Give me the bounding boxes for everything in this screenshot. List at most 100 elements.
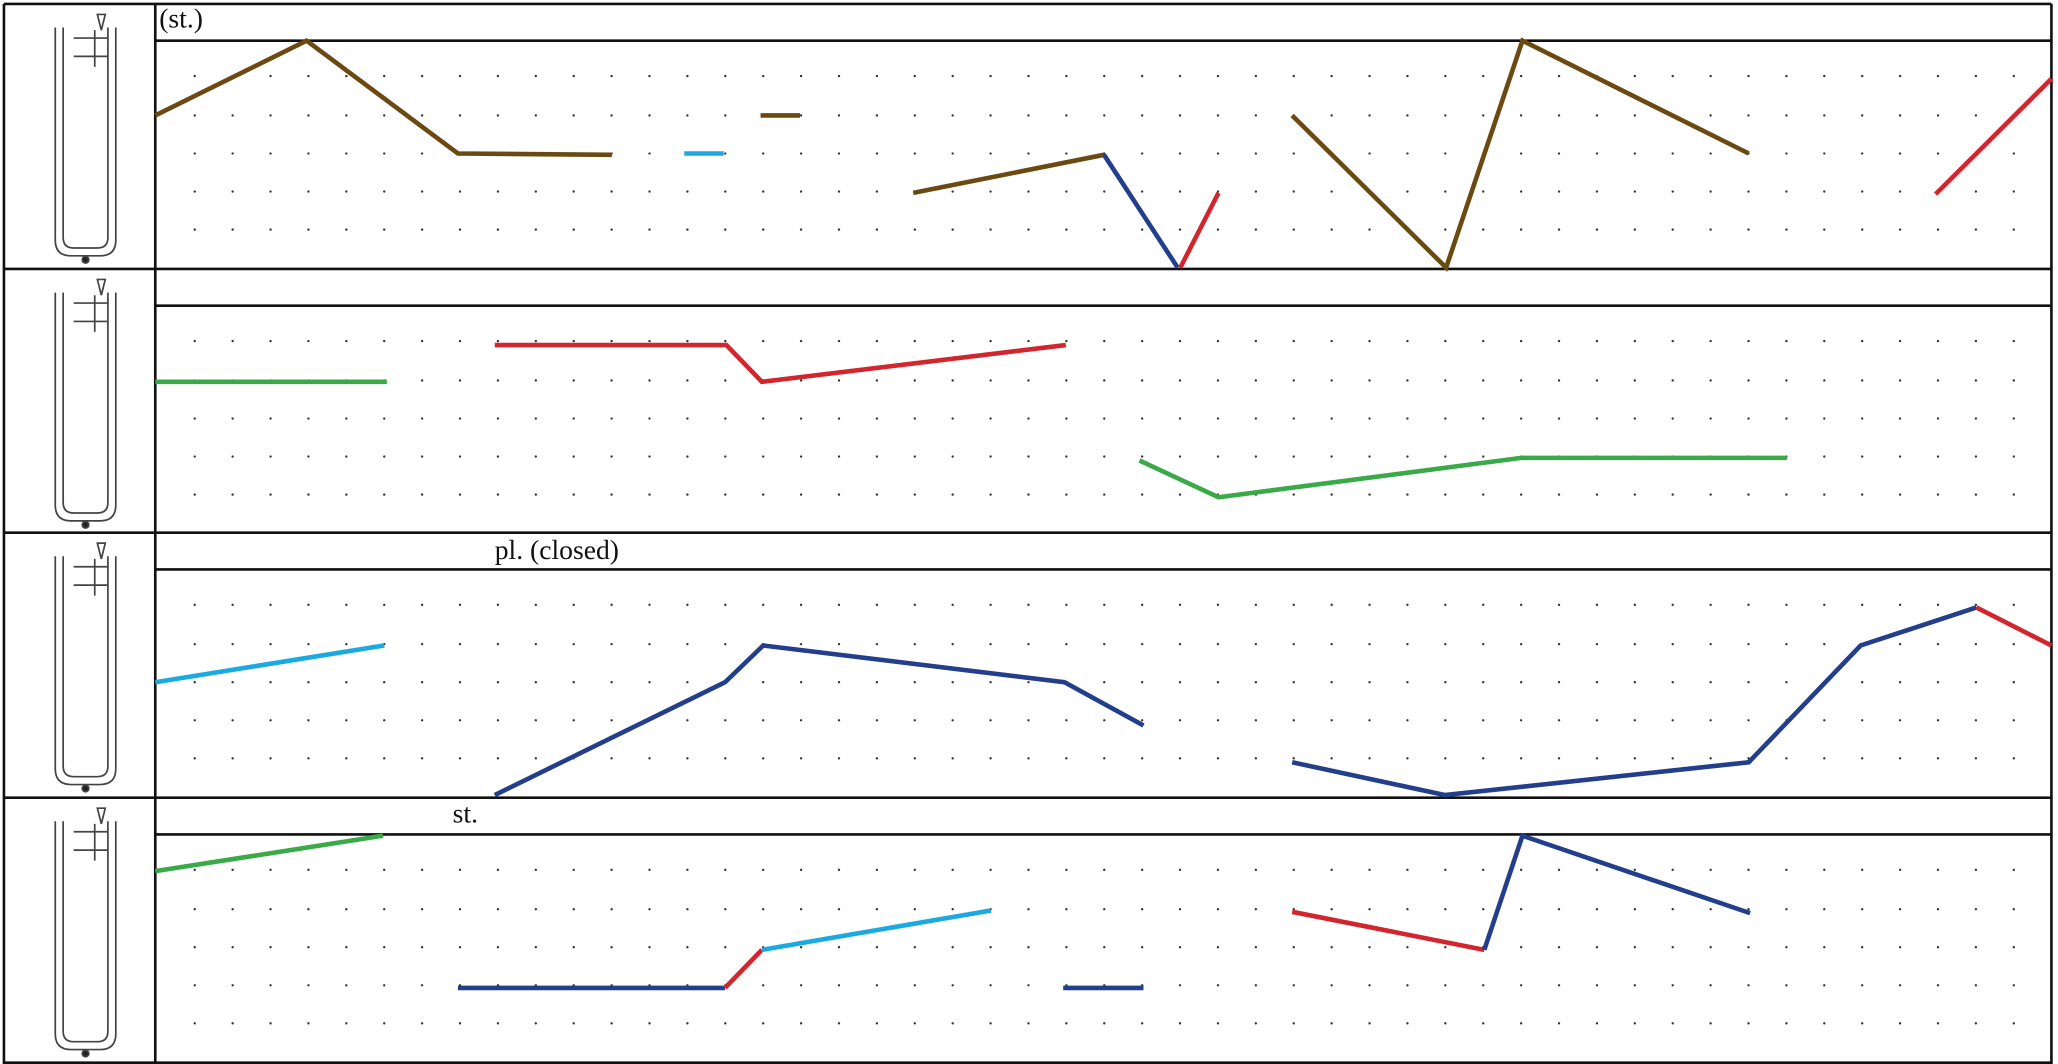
grid-dot <box>1178 757 1182 760</box>
grid-dot <box>913 603 916 606</box>
grid-dot <box>913 74 916 78</box>
grid-dot <box>307 946 310 949</box>
grid-dot <box>1861 114 1864 117</box>
grid-dot <box>837 1022 841 1025</box>
grid-dot <box>1709 642 1712 646</box>
grid-dot <box>1178 603 1182 606</box>
grid-dot <box>420 642 424 646</box>
grid-dot <box>1823 642 1826 646</box>
grid-dot <box>1065 152 1068 155</box>
contour-line <box>493 643 1145 798</box>
grid-dot <box>799 719 803 722</box>
grid-dot <box>496 114 500 117</box>
grid-dot <box>193 757 196 760</box>
grid-dot <box>1330 984 1333 987</box>
grid-dot <box>231 190 234 193</box>
grid-dot <box>1065 603 1068 606</box>
grid-dot <box>1936 681 1940 684</box>
grid-dot <box>724 946 727 949</box>
grid-dot <box>1216 908 1220 911</box>
grid-dot <box>1482 228 1485 231</box>
grid-dot <box>269 190 272 193</box>
grid-dot <box>951 908 954 911</box>
contour-line <box>1138 455 1787 500</box>
grid-dot <box>1974 228 1978 231</box>
grid-dot <box>269 681 272 684</box>
grid-dot <box>762 190 765 193</box>
grid-dot <box>1330 1022 1333 1025</box>
grid-dot <box>799 74 803 78</box>
grid-dot <box>648 114 651 117</box>
grid-dot <box>1406 152 1409 155</box>
grid-dot <box>875 908 879 911</box>
grid-dot <box>1178 114 1182 117</box>
grid-dot <box>1823 190 1826 193</box>
grid-dot <box>420 455 424 458</box>
grid-dot <box>1595 908 1599 911</box>
grid-dot <box>1519 417 1523 420</box>
grid-dot <box>572 114 575 117</box>
grid-dot <box>1785 114 1788 117</box>
grid-dot <box>1254 642 1258 646</box>
grid-dot <box>534 417 538 420</box>
grid-dot <box>1368 417 1371 420</box>
grid-dot <box>1103 455 1106 458</box>
grid-dot <box>1103 493 1106 496</box>
grid-dot <box>1709 1022 1712 1025</box>
grid-dot <box>724 868 727 872</box>
grid-dot <box>1065 228 1068 231</box>
grid-dot <box>837 339 841 343</box>
grid-dot <box>345 1022 348 1025</box>
grid-dot <box>1595 228 1599 231</box>
grid-dot <box>1140 74 1144 78</box>
grid-dot <box>1898 417 1902 420</box>
grid-dot <box>1861 603 1864 606</box>
grid-dot <box>1785 339 1788 343</box>
grid-dot <box>1709 757 1712 760</box>
grid-dot <box>1519 190 1523 193</box>
grid-dot <box>534 455 538 458</box>
grid-dot <box>1027 379 1030 382</box>
grid-dot <box>1103 946 1106 949</box>
grid-dot <box>1178 719 1182 722</box>
grid-dot <box>572 946 575 949</box>
grid-dot <box>1595 642 1599 646</box>
grid-dot <box>762 719 765 722</box>
grid-dot <box>1974 757 1978 760</box>
grid-dot <box>837 417 841 420</box>
grid-dot <box>1709 339 1712 343</box>
grid-dot <box>799 1022 803 1025</box>
grid-dot <box>1823 868 1826 872</box>
grid-dot <box>989 946 992 949</box>
grid-dot <box>762 493 765 496</box>
grid-dot <box>1747 642 1750 646</box>
grid-dot <box>1482 493 1485 496</box>
grid-dot <box>1444 908 1447 911</box>
grid-dot <box>875 757 879 760</box>
grid-dot <box>1747 379 1750 382</box>
grid-dot <box>1103 719 1106 722</box>
grid-dot <box>1406 719 1409 722</box>
grid-dot <box>1898 1022 1902 1025</box>
grid-dot <box>1103 642 1106 646</box>
grid-dot <box>572 74 575 78</box>
grid-dot <box>1292 152 1295 155</box>
grid-dot <box>2012 868 2015 872</box>
grid-dot <box>1444 379 1447 382</box>
grid-dot <box>269 1022 272 1025</box>
grid-dot <box>1861 455 1864 458</box>
grid-dot <box>1936 228 1940 231</box>
grid-dot <box>534 114 538 117</box>
grid-dot <box>686 868 689 872</box>
grid-dot <box>837 757 841 760</box>
grid-dot <box>1178 228 1182 231</box>
grid-dot <box>1140 757 1144 760</box>
grid-dot <box>1936 152 1940 155</box>
grid-dot <box>648 868 651 872</box>
grid-dot <box>1027 1022 1030 1025</box>
grid-dot <box>1595 190 1599 193</box>
grid-dot <box>1330 74 1333 78</box>
grid-dot <box>1027 681 1030 684</box>
grid-dot <box>1368 152 1371 155</box>
grid-dot <box>269 228 272 231</box>
